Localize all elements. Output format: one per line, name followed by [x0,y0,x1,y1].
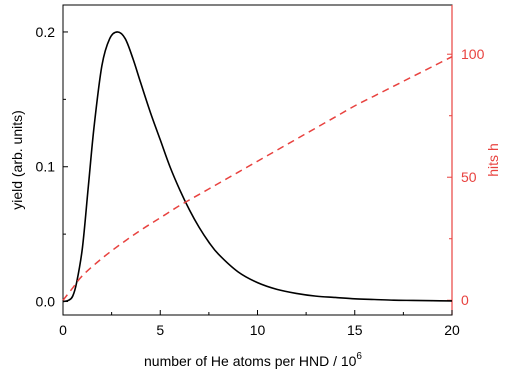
x-tick-label: 5 [156,322,164,338]
x-tick-label: 20 [444,322,460,338]
y-tick-label: 0.2 [36,24,56,40]
y-tick-label: 0.1 [36,159,56,175]
x-axis-title-main: number of He atoms per HND / 10 [144,353,357,369]
y2-tick-label: 0 [461,292,469,308]
y-axis-left: 0.0 0.1 0.2 [36,24,68,310]
y2-axis-title: hits h [485,143,501,176]
x-tick-label: 0 [59,322,67,338]
x-tick-label: 10 [250,322,266,338]
x-axis-title: number of He atoms per HND / 106 [144,351,362,369]
x-tick-label: 15 [347,322,363,338]
y2-tick-label: 100 [461,46,485,62]
x-axis: 0 5 10 15 20 [59,310,460,338]
plot-frame [62,4,453,316]
y-axis-title: yield (arb. units) [9,110,25,210]
y-tick-label: 0.0 [36,294,56,310]
x-axis-title-superscript: 6 [356,351,362,362]
y-axis-right: 0 50 100 [447,46,485,308]
yield-series-line [62,31,453,303]
y2-tick-label: 50 [461,169,477,185]
hits-series-line [62,56,453,301]
series-layer [62,31,453,303]
